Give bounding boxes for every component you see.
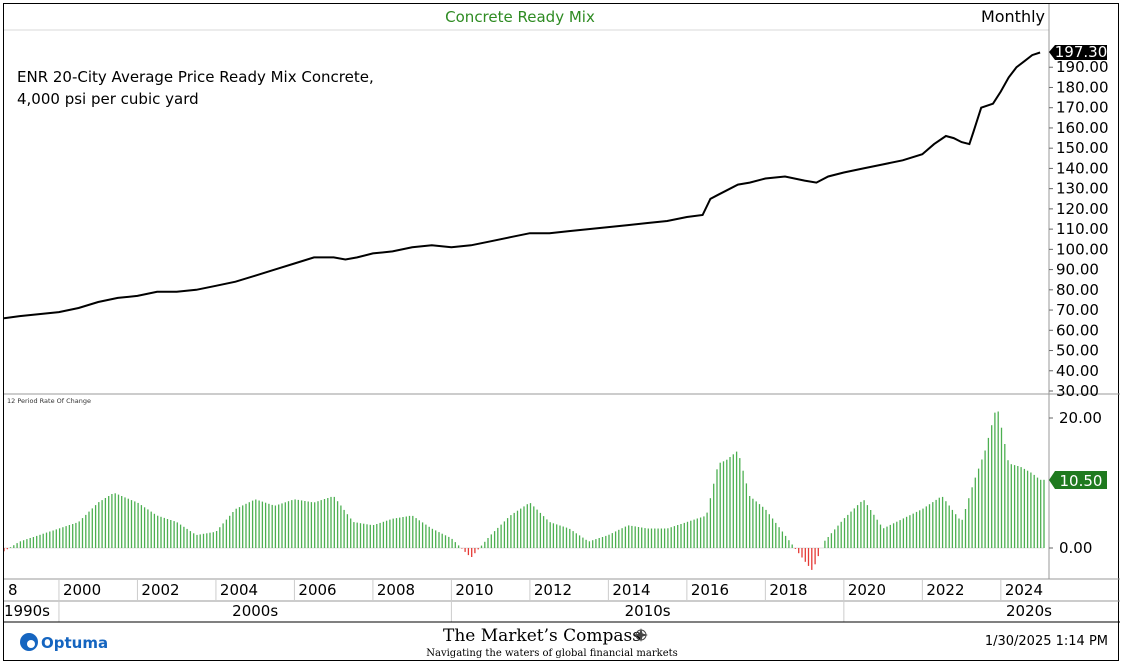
price-tick-label: 160.00 bbox=[1056, 119, 1109, 137]
brand-subtitle: Navigating the waters of global financia… bbox=[426, 648, 678, 659]
price-tick-label: 40.00 bbox=[1056, 362, 1099, 380]
year-tick-label: 2004 bbox=[220, 581, 258, 599]
year-tick-label: 2000 bbox=[63, 581, 101, 599]
price-tick-label: 60.00 bbox=[1056, 321, 1099, 339]
annotation-line-2: 4,000 psi per cubic yard bbox=[17, 90, 199, 108]
year-tick-label: 2018 bbox=[769, 581, 807, 599]
roc-last-value-badge: 10.50 bbox=[1049, 471, 1107, 490]
price-tick-label: 90.00 bbox=[1056, 261, 1099, 279]
roc-tick-label: 0.00 bbox=[1059, 539, 1092, 557]
x-axis-years: 8 2000 2002 2004 2006 2008 2010 2012 2014 2016 201… bbox=[8, 579, 1043, 601]
roc-panel-label: 12 Period Rate Of Change bbox=[7, 397, 91, 405]
brand-title: The Market’s Compass bbox=[443, 626, 641, 646]
year-tick-label: 2024 bbox=[1005, 581, 1043, 599]
decade-label: 2020s bbox=[1006, 602, 1052, 620]
price-tick-label: 80.00 bbox=[1056, 281, 1099, 299]
year-tick-label: 8 bbox=[8, 581, 18, 599]
year-tick-label: 2012 bbox=[534, 581, 572, 599]
price-axis: 190.00 180.00 170.00 160.00 150.00 140.00 130.… bbox=[1049, 58, 1109, 400]
chart-title: Concrete Ready Mix bbox=[445, 8, 595, 26]
roc-axis: 20.00 0.00 bbox=[1049, 409, 1102, 557]
price-tick-label: 70.00 bbox=[1056, 301, 1099, 319]
price-tick-label: 180.00 bbox=[1056, 78, 1109, 96]
price-last-value-badge: 197.30 bbox=[1049, 43, 1107, 61]
price-tick-label: 170.00 bbox=[1056, 99, 1109, 117]
price-tick-label: 110.00 bbox=[1056, 220, 1109, 238]
year-tick-label: 2020 bbox=[848, 581, 886, 599]
year-tick-label: 2014 bbox=[612, 581, 650, 599]
year-tick-label: 2010 bbox=[455, 581, 493, 599]
roc-tick-label: 20.00 bbox=[1059, 409, 1102, 427]
year-tick-label: 2022 bbox=[926, 581, 964, 599]
price-series-line bbox=[3, 51, 1041, 320]
year-tick-label: 2006 bbox=[298, 581, 336, 599]
annotation-line-1: ENR 20-City Average Price Ready Mix Conc… bbox=[17, 68, 374, 86]
roc-plot bbox=[3, 411, 1045, 570]
price-last-value-text: 197.30 bbox=[1055, 43, 1108, 61]
chart-window: Concrete Ready Mix Monthly ENR 20-City A… bbox=[3, 3, 1120, 661]
year-tick-label: 2016 bbox=[691, 581, 729, 599]
price-plot bbox=[3, 51, 1041, 320]
price-tick-label: 130.00 bbox=[1056, 180, 1109, 198]
price-tick-label: 140.00 bbox=[1056, 159, 1109, 177]
compass-icon bbox=[634, 628, 648, 642]
price-tick-label: 30.00 bbox=[1056, 382, 1099, 400]
optuma-logo-text: Optuma bbox=[41, 634, 108, 652]
price-tick-label: 50.00 bbox=[1056, 342, 1099, 360]
timestamp: 1/30/2025 1:14 PM bbox=[985, 634, 1108, 649]
year-tick-label: 2008 bbox=[377, 581, 415, 599]
decade-label: 2000s bbox=[232, 602, 278, 620]
price-tick-label: 100.00 bbox=[1056, 240, 1109, 258]
roc-last-value-text: 10.50 bbox=[1060, 472, 1103, 490]
price-tick-label: 190.00 bbox=[1056, 58, 1109, 76]
optuma-logo: Optuma bbox=[20, 633, 108, 652]
period-label: Monthly bbox=[981, 7, 1045, 26]
chart-canvas: Concrete Ready Mix Monthly ENR 20-City A… bbox=[3, 4, 1120, 659]
price-tick-label: 150.00 bbox=[1056, 139, 1109, 157]
decade-label: 1990s bbox=[4, 602, 50, 620]
decade-label: 2010s bbox=[625, 602, 671, 620]
year-tick-label: 2002 bbox=[141, 581, 179, 599]
price-tick-label: 120.00 bbox=[1056, 200, 1109, 218]
x-axis-decades: 1990s 2000s 2010s 2020s bbox=[4, 601, 1052, 622]
